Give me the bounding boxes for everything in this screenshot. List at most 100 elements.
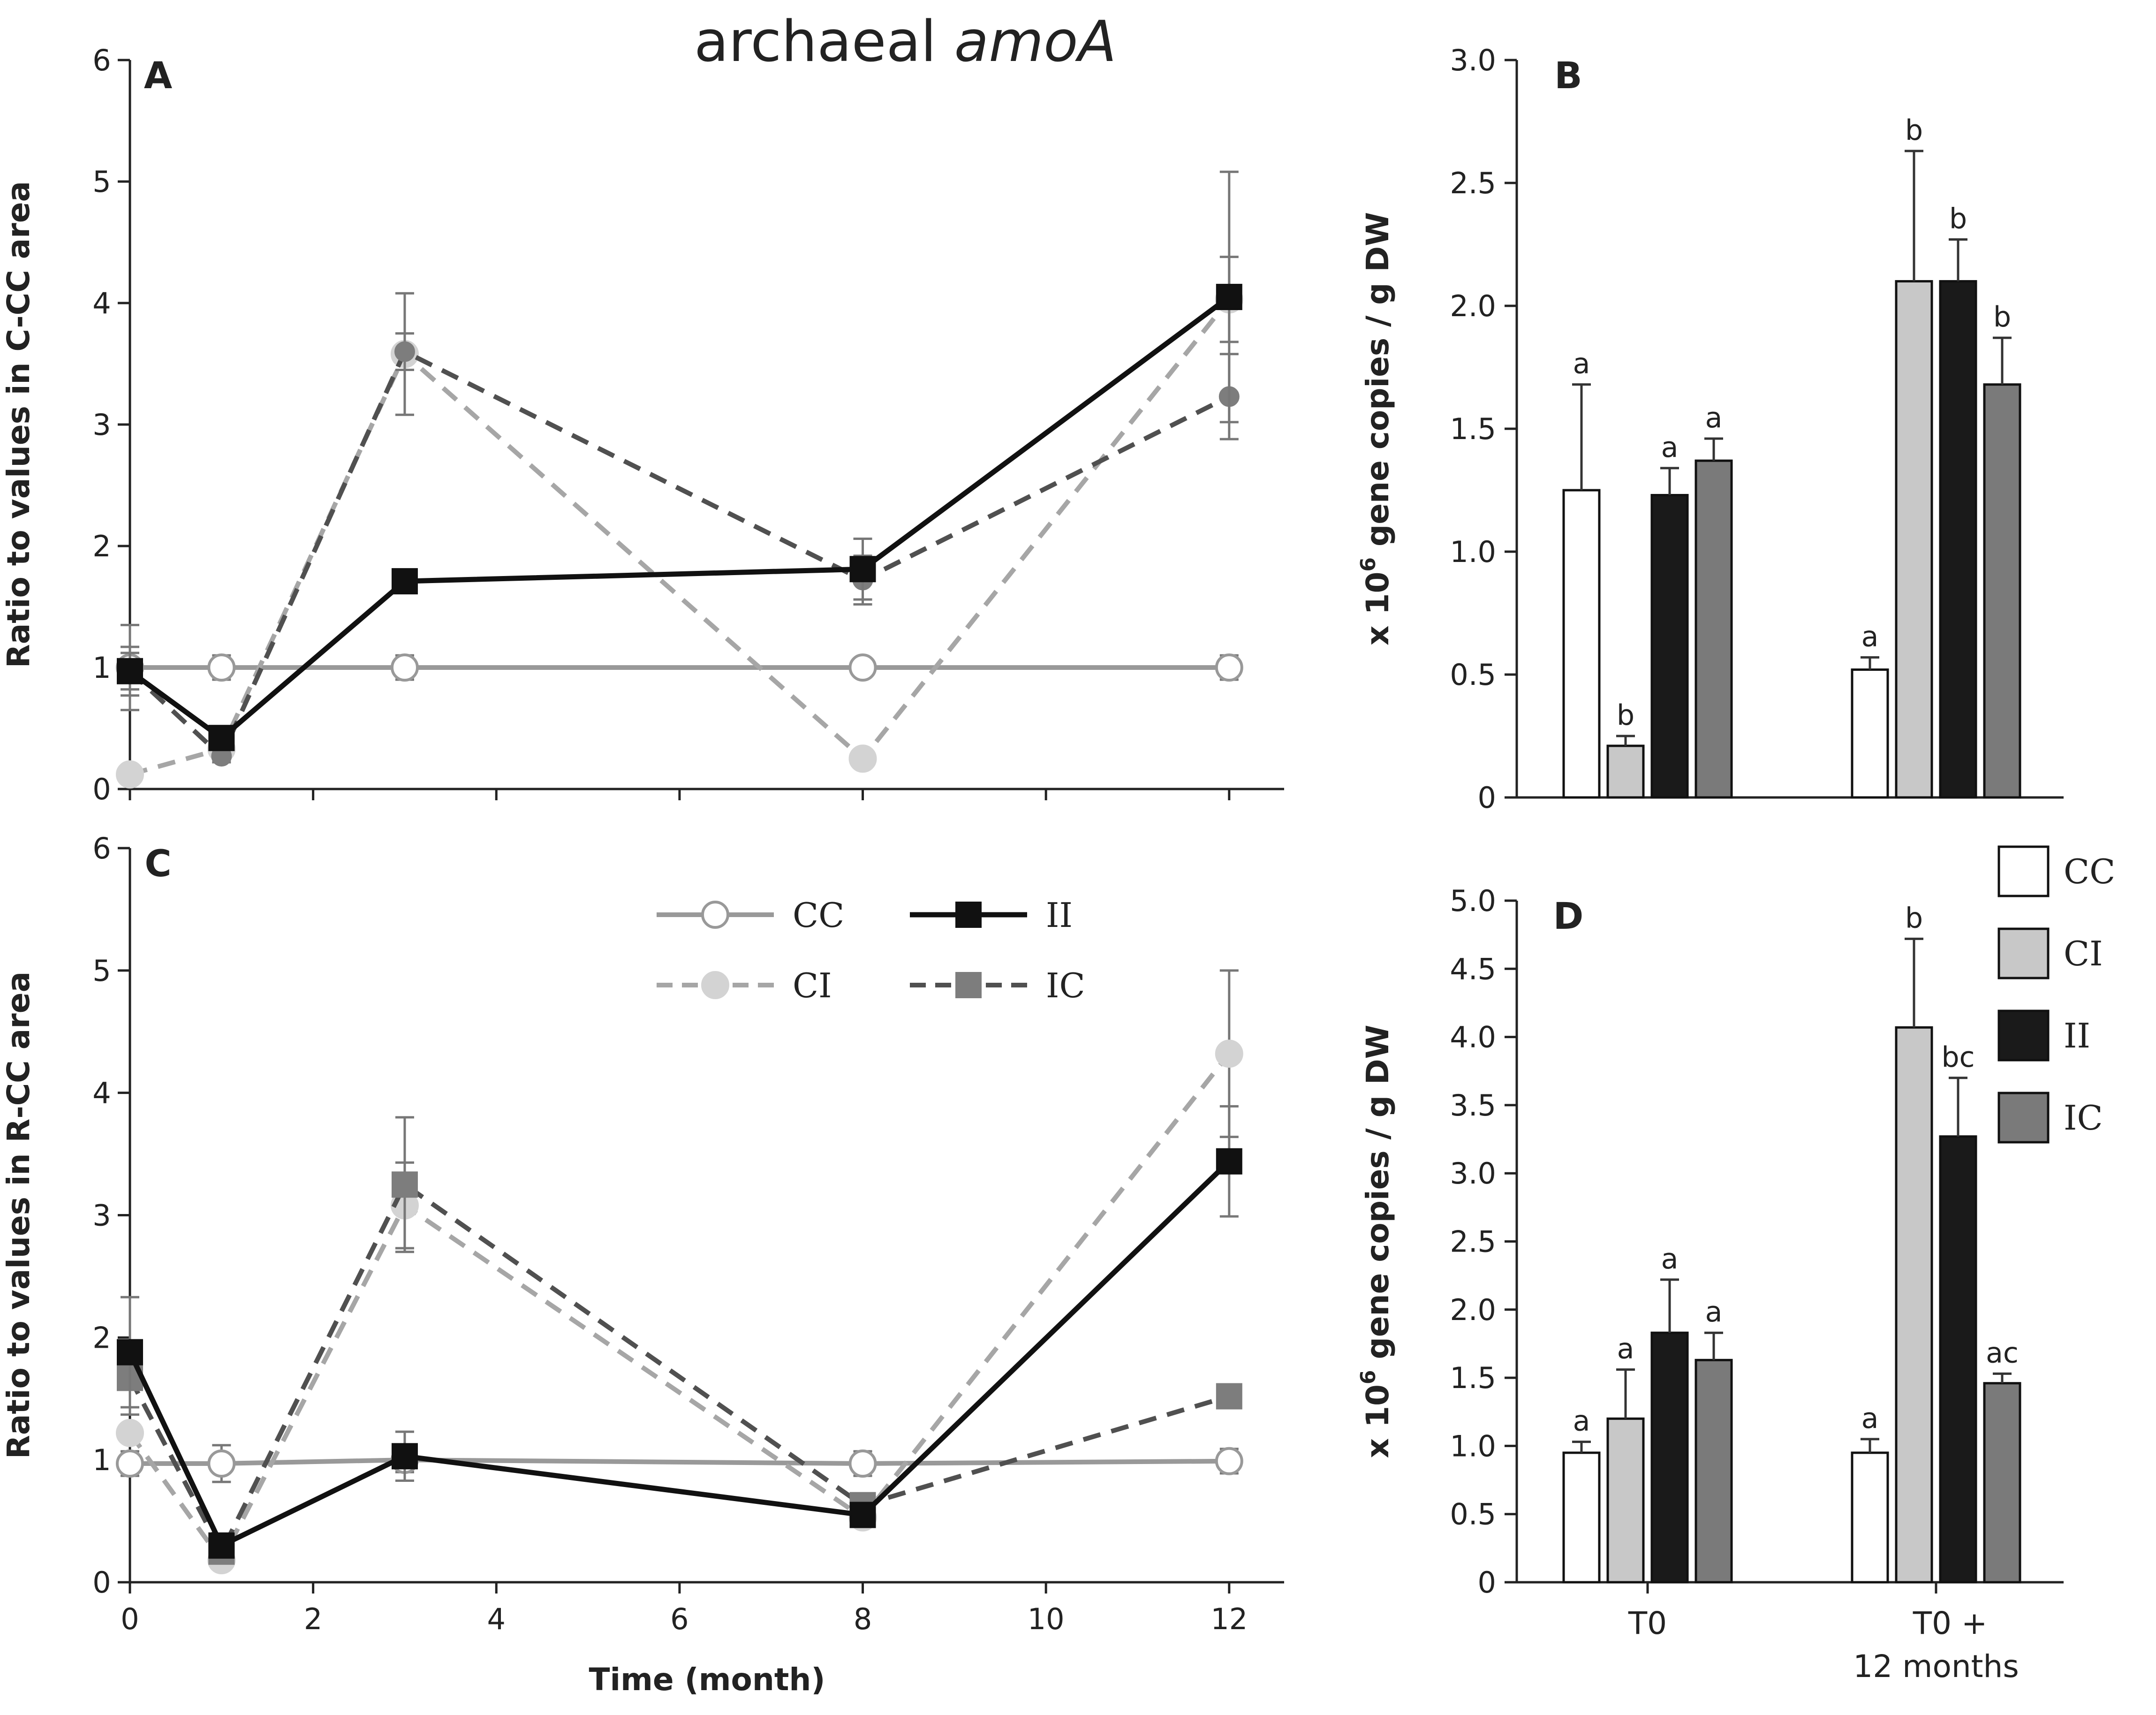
legend-marker-cc xyxy=(701,901,729,929)
bar-cc xyxy=(1851,668,1889,799)
y-axis-label-part: Ratio to values in xyxy=(0,1142,37,1459)
y-tick-label: 6 xyxy=(92,43,111,77)
y-tick-label: 3.0 xyxy=(1450,1156,1496,1191)
data-point-ii xyxy=(849,1502,876,1528)
y-tick-label: 5 xyxy=(92,165,111,199)
y-tick-label: 4.0 xyxy=(1450,1020,1496,1055)
significance-letter: bc xyxy=(1941,1041,1974,1074)
y-tick-label: 0 xyxy=(92,772,111,806)
panel-label: C xyxy=(144,843,171,885)
y-tick-label: 2.5 xyxy=(1450,1225,1496,1259)
y-tick-label: 1.0 xyxy=(1450,1429,1496,1463)
panel-d: 0 0.5 1.0 1.5 2.0 2.5 3.0 3.5 4.0 4.5 5.0 x 106 gen… xyxy=(1356,884,2064,1685)
legend-swatch-ci xyxy=(1997,927,2050,979)
y-tick-label: 3.0 xyxy=(1450,43,1496,77)
y-tick-label: 4.5 xyxy=(1450,952,1496,986)
legend-label: CI xyxy=(2064,934,2103,973)
y-tick-label: 6 xyxy=(92,831,111,865)
data-point-ci xyxy=(116,760,144,789)
x-tick-label: 6 xyxy=(670,1602,688,1636)
y-tick-label: 4 xyxy=(92,286,111,320)
data-point-ii xyxy=(1216,1148,1242,1175)
significance-letter: b xyxy=(1905,902,1923,934)
bar-ci xyxy=(1606,744,1645,799)
legend-marker-ci xyxy=(701,971,729,999)
data-point-cc xyxy=(1215,653,1243,682)
y-tick-label: 2 xyxy=(92,529,111,563)
data-point-ic xyxy=(394,341,415,362)
bar-cc xyxy=(1851,1451,1889,1584)
significance-letter: a xyxy=(1861,1402,1879,1435)
panel-a: 0 1 2 3 4 5 6 Ratio to values in C-CC area A xyxy=(0,43,1284,806)
bar-ci xyxy=(1606,1417,1645,1584)
data-point-cc xyxy=(207,1449,236,1478)
y-tick-label: 0.5 xyxy=(1450,658,1496,692)
data-point-ii xyxy=(1216,284,1242,311)
y-axis-label: x 106 gene copies / g DW xyxy=(1356,212,1396,645)
bar-ic xyxy=(1695,1358,1733,1584)
data-point-cc xyxy=(207,653,236,682)
x-tick-label: 8 xyxy=(854,1602,872,1636)
significance-letter: a xyxy=(1705,1296,1723,1328)
significance-letter: a xyxy=(1661,1243,1679,1275)
panel-b: 0 0.5 1.0 1.5 2.0 2.5 3.0 x 106 gene copies / g… xyxy=(1356,43,2064,815)
y-tick-label: 2 xyxy=(92,1320,111,1355)
figure-title: archaeal amoA xyxy=(694,9,1117,75)
y-tick-label: 0 xyxy=(92,1565,111,1600)
significance-letter: a xyxy=(1573,1405,1590,1438)
legend-marker-ic xyxy=(955,972,982,998)
x-tick-label: 4 xyxy=(487,1602,506,1636)
bar-cc xyxy=(1562,1451,1601,1584)
y-axis-label-part: x 10 xyxy=(1360,572,1396,645)
data-point-ic xyxy=(391,1171,418,1198)
data-point-ii xyxy=(391,1443,418,1470)
data-point-ci xyxy=(1215,1040,1243,1068)
bar-ic xyxy=(1695,459,1733,799)
panel-label: B xyxy=(1554,55,1582,97)
data-point-ic xyxy=(1216,1383,1242,1410)
series-line-ic xyxy=(128,1181,1230,1557)
significance-letter: b xyxy=(1993,301,2011,334)
y-axis-label-superscript: 6 xyxy=(1356,557,1380,572)
legend-label: II xyxy=(1046,895,1073,935)
y-tick-label: 5 xyxy=(92,954,111,988)
legend-label: CI xyxy=(793,966,832,1005)
legend-label: CC xyxy=(793,895,844,935)
y-axis-label-part: gene copies / g DW xyxy=(1360,212,1396,557)
series-line-cc xyxy=(130,1457,1229,1466)
data-point-ii xyxy=(391,568,418,595)
data-point-cc xyxy=(116,1449,144,1478)
series-line-ci xyxy=(128,1052,1231,1565)
category-label: T0 + xyxy=(1913,1605,1988,1641)
data-point-cc xyxy=(848,1449,877,1478)
significance-letter: ac xyxy=(1986,1336,2019,1369)
bar-ci xyxy=(1895,280,1933,799)
legend-marker-ii xyxy=(955,902,982,928)
y-axis-label: x 106 gene copies / g DW xyxy=(1356,1025,1396,1458)
y-tick-label: 1 xyxy=(92,1443,111,1477)
bar-ic xyxy=(1983,1382,2021,1584)
legend-label: CC xyxy=(2064,852,2115,891)
y-tick-label: 2.5 xyxy=(1450,166,1496,200)
y-tick-label: 5.0 xyxy=(1450,884,1496,918)
y-axis-label-part: gene copies / g DW xyxy=(1360,1025,1396,1370)
y-tick-label: 4 xyxy=(92,1076,111,1110)
y-tick-label: 2.0 xyxy=(1450,289,1496,323)
y-axis-label-part: C-CC area xyxy=(0,181,37,352)
y-tick-label: 2.0 xyxy=(1450,1293,1496,1327)
series-line-ci xyxy=(129,298,1231,777)
y-axis-label-part: R-CC area xyxy=(0,971,37,1142)
series-line-ii xyxy=(128,1159,1231,1549)
category-label: T0 xyxy=(1628,1605,1667,1641)
x-tick-label: 10 xyxy=(1028,1602,1065,1636)
data-point-ci xyxy=(848,744,877,773)
significance-letter: b xyxy=(1949,203,1967,235)
significance-letter: a xyxy=(1617,1333,1634,1366)
significance-letter: a xyxy=(1573,348,1590,380)
y-tick-label: 0 xyxy=(1478,781,1496,815)
y-tick-label: 1.5 xyxy=(1450,1361,1496,1395)
x-tick-label: 12 xyxy=(1210,1602,1248,1636)
data-point-ii xyxy=(208,725,235,751)
